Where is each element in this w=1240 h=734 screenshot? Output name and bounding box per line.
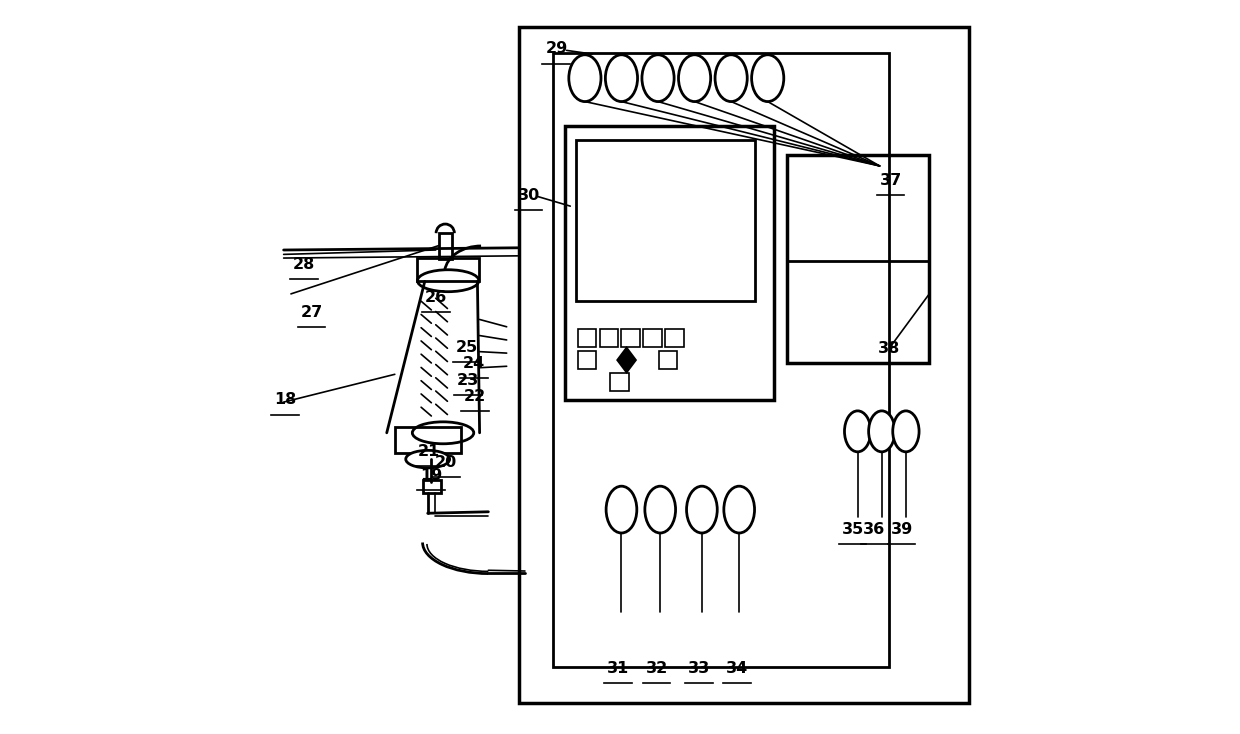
Text: 27: 27	[300, 305, 322, 320]
Text: 24: 24	[463, 356, 485, 371]
Bar	[610, 373, 629, 391]
Ellipse shape	[645, 486, 676, 533]
Text: 36: 36	[863, 522, 885, 537]
Ellipse shape	[724, 486, 755, 533]
Text: 29: 29	[546, 41, 568, 57]
Ellipse shape	[413, 422, 474, 444]
Ellipse shape	[868, 411, 895, 452]
Text: 26: 26	[424, 290, 446, 305]
Bar	[553, 53, 889, 666]
Text: 21: 21	[418, 443, 439, 459]
Text: 19: 19	[420, 468, 443, 483]
Ellipse shape	[605, 55, 637, 101]
Ellipse shape	[569, 55, 601, 101]
Text: 28: 28	[293, 257, 315, 272]
Ellipse shape	[678, 55, 711, 101]
Bar	[394, 427, 460, 453]
Bar	[786, 155, 929, 363]
Bar	[578, 351, 596, 369]
Text: 30: 30	[517, 188, 539, 203]
Text: 23: 23	[456, 373, 479, 388]
Text: 31: 31	[606, 661, 629, 676]
Bar	[439, 233, 451, 259]
Ellipse shape	[405, 451, 450, 468]
Ellipse shape	[893, 411, 919, 452]
Text: 20: 20	[435, 454, 458, 470]
Text: 22: 22	[464, 389, 486, 404]
Ellipse shape	[642, 55, 675, 101]
Ellipse shape	[751, 55, 784, 101]
Bar	[423, 479, 441, 493]
Text: 18: 18	[274, 393, 296, 407]
Text: 33: 33	[688, 661, 711, 676]
Bar	[621, 329, 640, 347]
Bar	[666, 329, 683, 347]
Ellipse shape	[418, 270, 479, 291]
Text: 38: 38	[878, 341, 900, 356]
Bar	[565, 126, 774, 400]
Ellipse shape	[606, 486, 637, 533]
Text: 34: 34	[725, 661, 748, 676]
Bar	[599, 329, 618, 347]
Bar	[520, 27, 968, 703]
Text: 35: 35	[842, 522, 863, 537]
Bar	[658, 351, 677, 369]
Bar	[577, 140, 755, 301]
Ellipse shape	[687, 486, 717, 533]
Ellipse shape	[715, 55, 748, 101]
Text: 32: 32	[646, 661, 667, 676]
Text: 39: 39	[890, 522, 913, 537]
Polygon shape	[618, 349, 635, 371]
Bar	[578, 329, 596, 347]
Text: 37: 37	[879, 173, 901, 188]
Text: 25: 25	[455, 340, 477, 355]
Bar	[417, 258, 479, 281]
Ellipse shape	[844, 411, 870, 452]
Bar	[644, 329, 662, 347]
